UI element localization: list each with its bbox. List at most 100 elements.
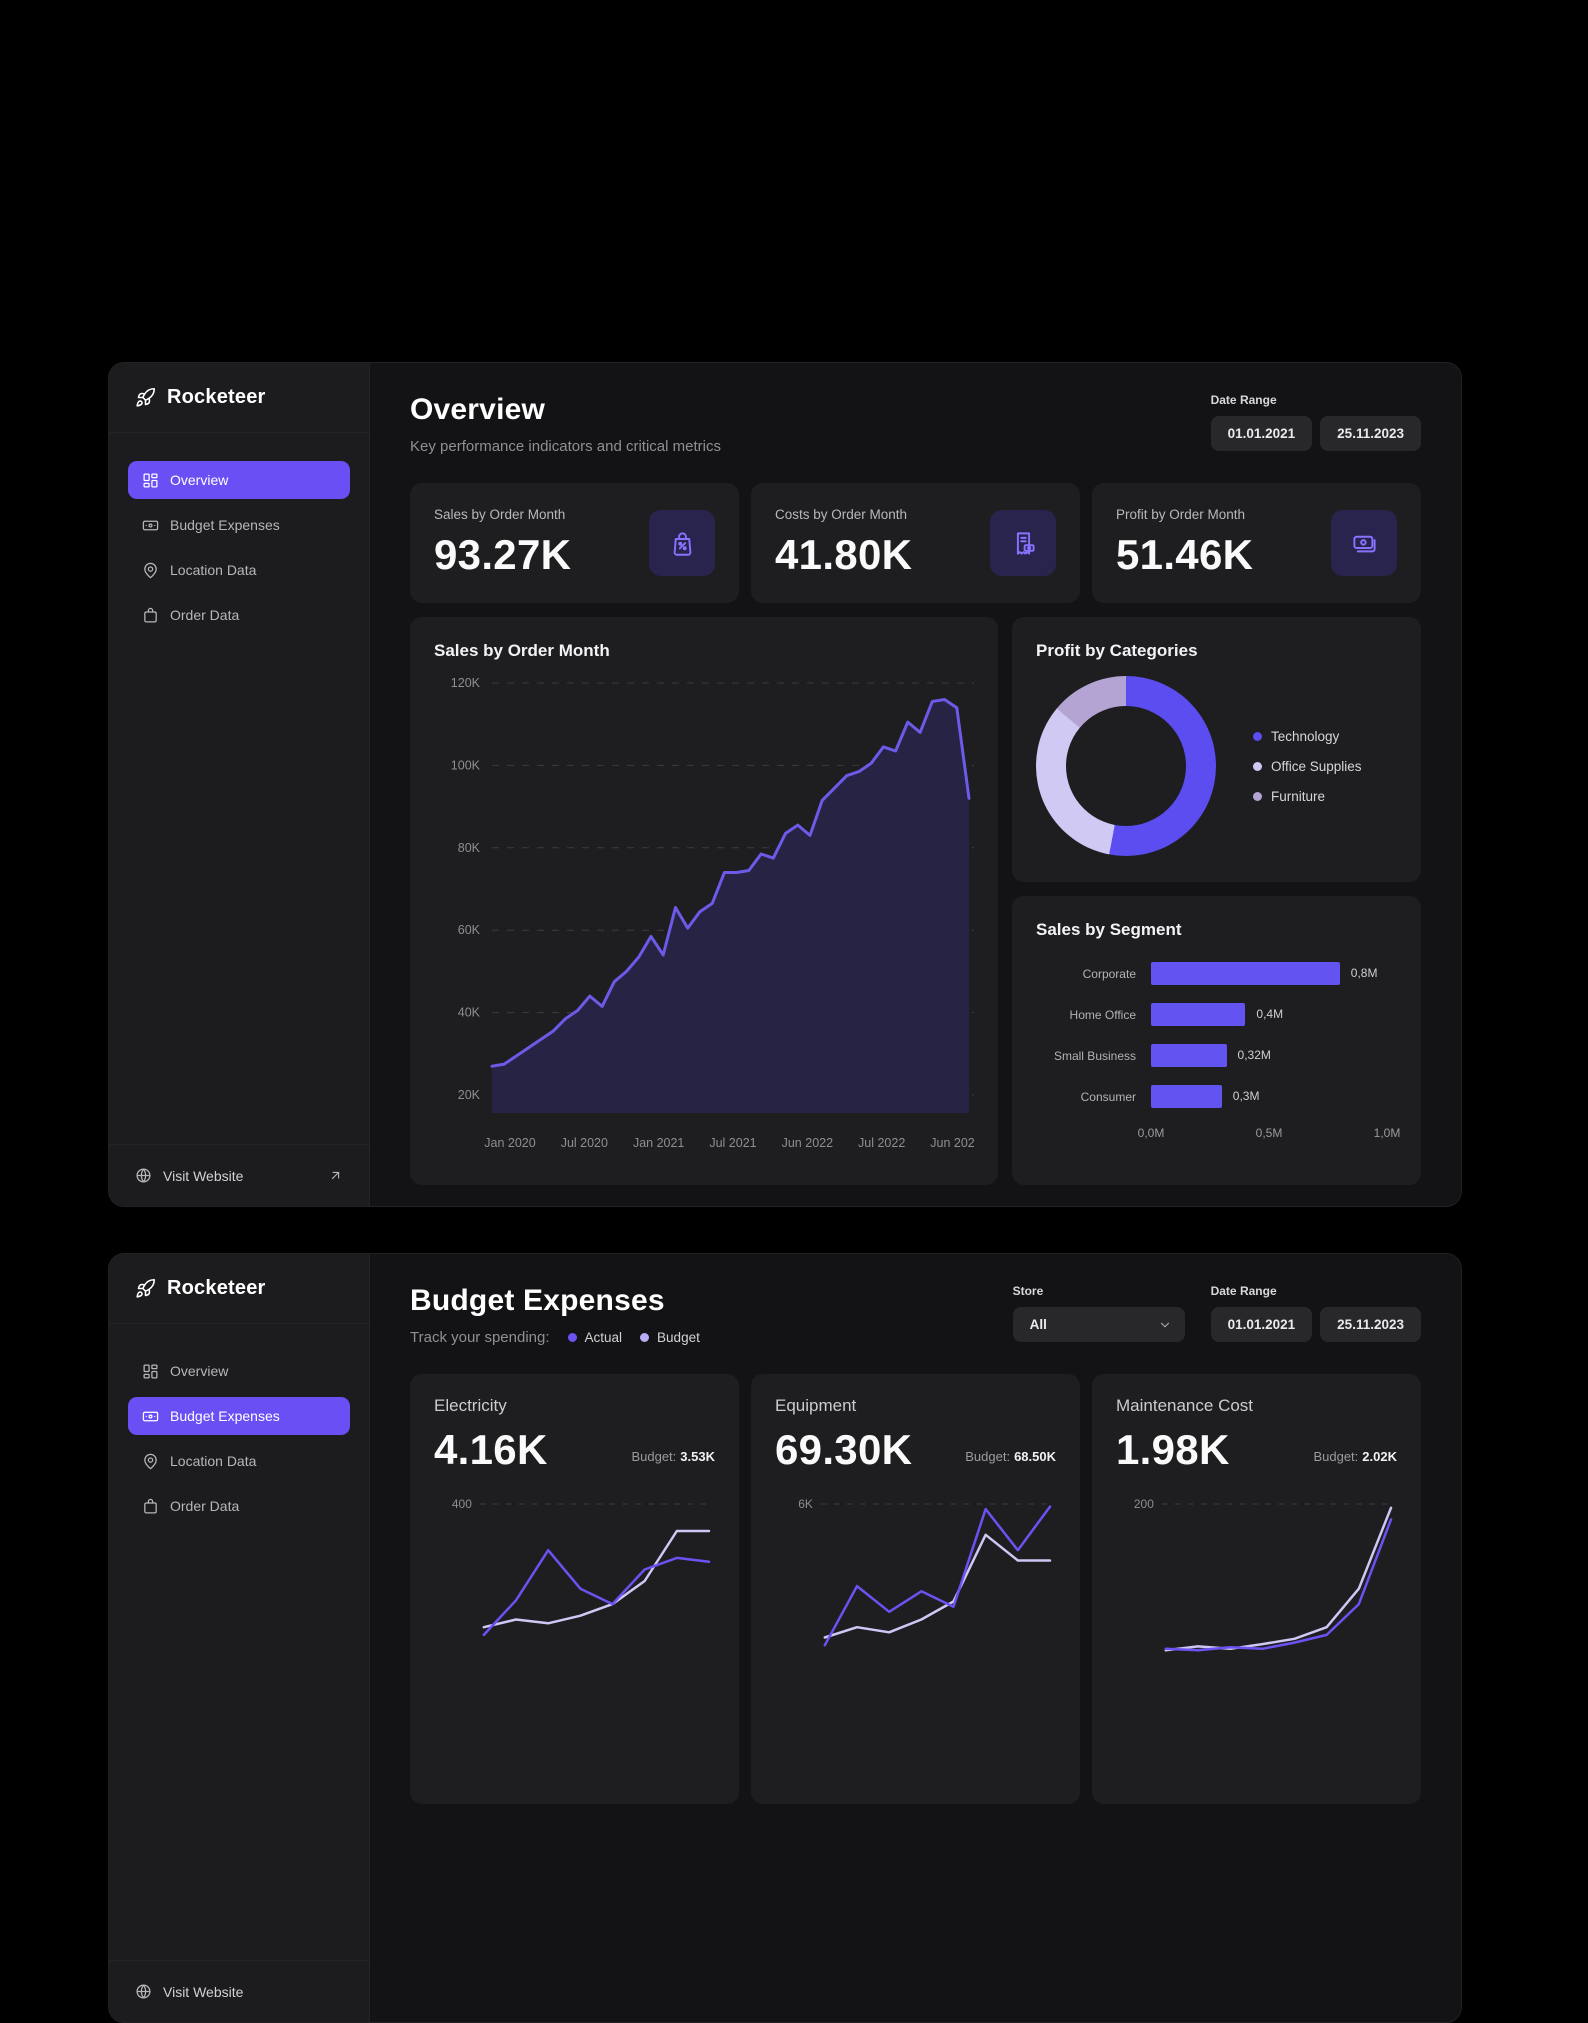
bar-track: 0,8M xyxy=(1151,962,1397,985)
sidebar-item-location-data[interactable]: Location Data xyxy=(128,551,350,589)
sidebar-item-label: Overview xyxy=(170,472,229,488)
bar-row: Corporate 0,8M xyxy=(1036,962,1397,985)
kpi-value: 51.46K xyxy=(1116,531,1254,578)
map-pin-icon xyxy=(144,1453,157,1469)
expense-card-electricity: Electricity 4.16K Budget: 3.53K 400 xyxy=(410,1374,739,1804)
sidebar-item-budget-expenses[interactable]: Budget Expenses xyxy=(128,506,350,544)
sidebar-item-label: Overview xyxy=(170,1363,229,1379)
legend-budget: Budget xyxy=(640,1330,700,1345)
globe-icon xyxy=(136,1168,151,1183)
kpi-card-sales: Sales by Order Month 93.27K xyxy=(410,483,739,603)
kpi-value: 93.27K xyxy=(434,531,572,578)
area-line xyxy=(490,698,971,1068)
kpi-value: 41.80K xyxy=(775,531,913,578)
sidebar-footer: Visit Website xyxy=(109,1144,369,1206)
bar-category-label: Consumer xyxy=(1080,1089,1136,1104)
sidebar-item-budget-expenses[interactable]: Budget Expenses xyxy=(128,1397,350,1435)
bag-percent-icon xyxy=(649,510,715,576)
date-end-chip[interactable]: 25.11.2023 xyxy=(1320,416,1421,451)
x-tick-label: Jan 2021 xyxy=(633,1136,684,1150)
date-start-chip[interactable]: 01.01.2021 xyxy=(1210,416,1313,451)
sidebar-item-location-data[interactable]: Location Data xyxy=(128,1442,350,1480)
briefcase-icon xyxy=(144,1498,157,1514)
sidebar-item-label: Budget Expenses xyxy=(170,517,280,533)
sidebar-item-order-data[interactable]: Order Data xyxy=(128,596,350,634)
visit-website-link[interactable]: Visit Website xyxy=(109,1961,369,2022)
legend-actual-label: Actual xyxy=(584,1330,623,1345)
expense-card-maintenance: Maintenance Cost 1.98K Budget: 2.02K 200 xyxy=(1092,1374,1421,1804)
y-tick-label: 100K xyxy=(451,758,481,772)
x-tick-label: Jul 2021 xyxy=(709,1136,756,1150)
maintenance-mini-chart: 200 xyxy=(1134,1497,1396,1652)
date-end-chip[interactable]: 25.11.2023 xyxy=(1320,1307,1421,1342)
store-label: Store xyxy=(1012,1284,1044,1298)
brand-logo: Rocketeer xyxy=(109,363,369,433)
bar xyxy=(1151,1085,1222,1108)
kpi-label: Costs by Order Month xyxy=(775,507,908,522)
legend-label: Furniture xyxy=(1271,788,1326,804)
area-fill xyxy=(492,699,969,1113)
sidebar-nav: Overview Budget Expenses Location Data O… xyxy=(109,433,369,641)
receipt-icon xyxy=(990,510,1056,576)
bar-value-label: 0,8M xyxy=(1350,966,1378,980)
date-range-control: Date Range 01.01.2021 25.11.2023 xyxy=(1210,1284,1421,1342)
kpi-card-costs: Costs by Order Month 41.80K xyxy=(751,483,1080,603)
sidebar-item-label: Budget Expenses xyxy=(170,1408,280,1424)
page-title: Overview xyxy=(410,393,546,426)
legend-item: Office Supplies xyxy=(1253,759,1362,774)
date-start-chip[interactable]: 01.01.2021 xyxy=(1210,1307,1313,1342)
legend-label: Office Supplies xyxy=(1271,758,1362,774)
legend-actual: Actual xyxy=(567,1330,623,1345)
expense-title: Maintenance Cost xyxy=(1116,1396,1254,1415)
x-tick-label: Jan 2020 xyxy=(484,1136,535,1150)
chart-title: Profit by Categories xyxy=(1036,641,1198,660)
legend-item: Technology xyxy=(1253,729,1362,744)
sidebar-item-label: Location Data xyxy=(170,1453,257,1469)
donut-chart xyxy=(1036,676,1216,856)
banknotes-icon xyxy=(1331,510,1397,576)
store-select[interactable]: All xyxy=(1012,1307,1185,1342)
visit-website-link[interactable]: Visit Website xyxy=(109,1145,369,1206)
y-tick-label: 40K xyxy=(458,1006,481,1020)
actual-line xyxy=(823,1505,1052,1647)
bar-row: Small Business 0,32M xyxy=(1036,1044,1397,1067)
y-tick-label: 200 xyxy=(1134,1497,1154,1511)
arrow-up-right-icon xyxy=(331,1171,340,1180)
sidebar-nav: Overview Budget Expenses Location Data O… xyxy=(109,1324,369,1532)
x-tick-label: 0,5M xyxy=(1255,1126,1283,1140)
expense-value: 69.30K xyxy=(775,1426,913,1473)
legend-item: Furniture xyxy=(1253,789,1362,804)
segment-bar-chart: Corporate 0,8M Home Office 0,4M Small Busine… xyxy=(1036,962,1397,1108)
bar-value-label: 0,4M xyxy=(1256,1007,1284,1021)
sidebar-item-overview[interactable]: Overview xyxy=(128,461,350,499)
chart-title: Sales by Segment xyxy=(1036,920,1182,939)
kpi-label: Profit by Order Month xyxy=(1116,507,1246,522)
legend-budget-label: Budget xyxy=(657,1330,700,1345)
legend-dot xyxy=(1253,791,1262,801)
store-select-value: All xyxy=(1029,1317,1047,1332)
profit-by-categories-card: Profit by Categories Technology Office Su… xyxy=(1012,617,1421,882)
bar-category-label: Small Business xyxy=(1053,1048,1136,1063)
date-range-control: Date Range 01.01.2021 25.11.2023 xyxy=(1210,393,1421,451)
expense-budget: Budget: 2.02K xyxy=(1313,1449,1397,1464)
overview-dashboard-panel: Rocketeer Overview Budget Expenses Locat… xyxy=(108,362,1462,1207)
actual-dot xyxy=(567,1333,577,1342)
map-pin-icon xyxy=(144,562,157,578)
date-range-label: Date Range xyxy=(1210,1284,1277,1298)
sidebar-footer: Visit Website xyxy=(109,1960,369,2022)
y-tick-label: 120K xyxy=(451,676,481,690)
x-tick-label: Jul 2020 xyxy=(561,1136,608,1150)
visit-website-label: Visit Website xyxy=(163,1167,244,1184)
visit-website-label: Visit Website xyxy=(163,1983,244,2000)
actual-line xyxy=(482,1548,711,1637)
equipment-mini-chart: 6K xyxy=(798,1497,1055,1647)
x-tick-label: Jun 2023 xyxy=(930,1136,974,1150)
date-range-label: Date Range xyxy=(1210,393,1277,407)
sidebar-item-order-data[interactable]: Order Data xyxy=(128,1487,350,1525)
store-control: Store All xyxy=(1012,1284,1185,1342)
sales-by-order-month-chart-card: Sales by Order Month 120K 100K 80K 60K 40K 20… xyxy=(410,617,998,1185)
bar-category-label: Corporate xyxy=(1082,966,1136,981)
y-tick-label: 80K xyxy=(458,841,481,855)
sidebar-item-overview[interactable]: Overview xyxy=(128,1352,350,1390)
expense-budget: Budget: 68.50K xyxy=(965,1449,1056,1464)
